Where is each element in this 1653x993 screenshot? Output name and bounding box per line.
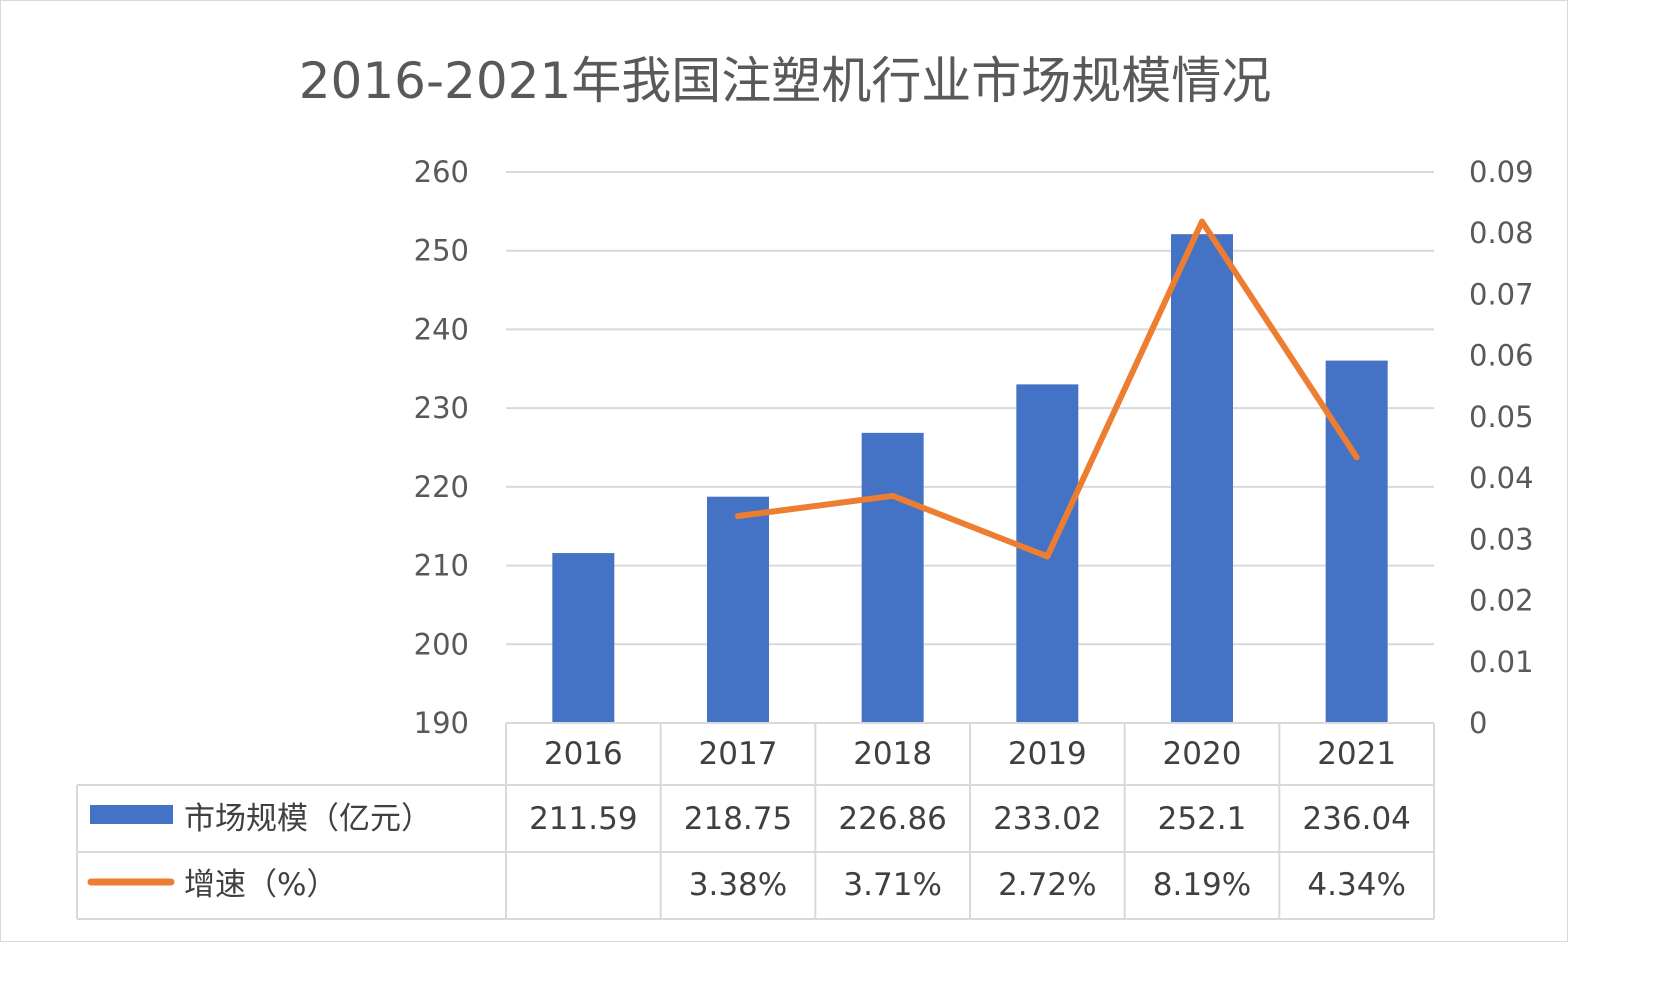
category-label: 2017 [699,736,778,772]
bar-value-label: 226.86 [838,801,946,837]
right-tick-label: 0.08 [1469,216,1534,250]
growth-value-label: 3.38% [689,867,787,903]
growth-value-label: 2.72% [998,867,1096,903]
growth-value-label: 3.71% [843,867,941,903]
bar-value-label: 218.75 [684,801,792,837]
bar-2018 [861,432,924,723]
line-point-2019 [1044,553,1051,560]
bar-value-label: 252.1 [1158,801,1247,837]
right-tick-label: 0.01 [1469,645,1534,679]
right-tick-label: 0.06 [1469,339,1534,373]
line-series [735,218,1360,560]
line-point-2020 [1199,218,1205,225]
left-tick-label: 260 [414,155,469,189]
chart-frame: 2016-2021年我国注塑机行业市场规模情况 190 200 210 220 230 2… [0,0,1568,942]
grid-lines [506,171,1434,646]
right-tick-label: 0.02 [1469,584,1534,618]
right-tick-label: 0.05 [1469,400,1534,434]
bar-2016 [552,553,615,723]
category-label: 2018 [853,736,932,772]
legend-label-line: 增速（%） [184,867,337,903]
growth-value-label: 8.19% [1153,867,1251,903]
chart-title: 2016-2021年我国注塑机行业市场规模情况 [299,52,1272,110]
bar-series [552,234,1388,724]
right-tick-label: 0.07 [1469,277,1534,311]
right-tick-label: 0 [1469,706,1487,740]
right-tick-label: 0.03 [1469,522,1534,556]
line-point-2021 [1353,454,1360,461]
line-point-2017 [735,513,741,520]
category-label: 2020 [1163,736,1242,772]
category-label: 2016 [544,736,623,772]
bar-2020 [1171,234,1233,724]
category-label: 2019 [1008,736,1087,772]
left-tick-label: 230 [414,391,469,425]
left-axis: 190 200 210 220 230 240 250 260 [414,155,469,740]
line-point-2018 [889,492,896,499]
left-tick-label: 250 [414,234,469,268]
right-tick-label: 0.09 [1469,155,1534,189]
legend-key-bar [90,805,173,824]
legend-label-bar: 市场规模（亿元） [184,801,432,837]
bar-value-label: 236.04 [1302,801,1410,837]
left-tick-label: 200 [414,627,469,661]
bar-2021 [1325,360,1388,723]
left-tick-label: 220 [414,470,469,504]
right-axis: 0 0.01 0.02 0.03 0.04 0.05 0.06 0.07 0.08 0.09 [1469,155,1534,740]
growth-value-label: 4.34% [1307,867,1405,903]
combo-chart: 2016-2021年我国注塑机行业市场规模情况 190 200 210 220 230 2… [76,52,1534,920]
bar-value-label: 233.02 [993,801,1101,837]
bar-value-label: 211.59 [529,801,637,837]
left-tick-label: 240 [414,312,469,346]
category-label: 2021 [1317,736,1396,772]
left-tick-label: 190 [414,706,469,740]
left-tick-label: 210 [414,549,469,583]
data-table: 2016 2017 2018 2019 2020 2021 市场规模（亿元） 增速（%） 211… [76,722,1435,920]
right-tick-label: 0.04 [1469,461,1534,495]
bar-2017 [707,496,769,723]
